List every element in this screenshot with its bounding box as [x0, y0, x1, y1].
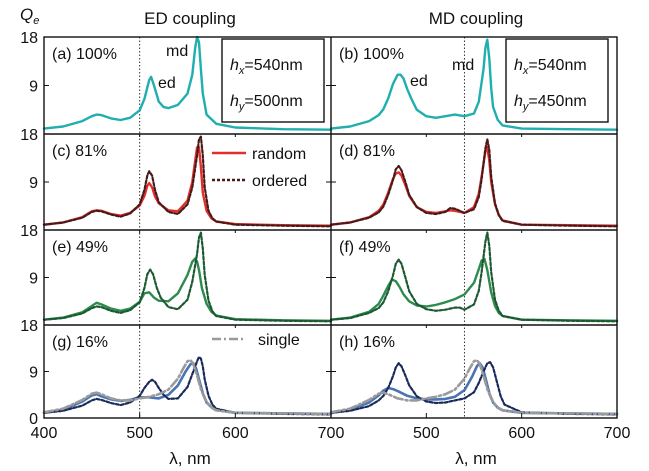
series-line-panel-7-2	[42, 355, 333, 416]
panel-label-6: (f) 49%	[339, 239, 391, 256]
series-line-panel-6-1	[329, 257, 619, 322]
y-tick-label-r2-3: 18	[20, 127, 38, 144]
x-tick-label-MD-3: 600	[508, 425, 535, 442]
series-line-panel-7-3	[42, 358, 333, 416]
panel-label-1: (a) 100%	[52, 46, 117, 63]
y-tick-label-r1-2: 9	[29, 79, 38, 96]
annotation-ed: ed	[158, 75, 176, 92]
annotation-md: md	[166, 43, 188, 60]
series-line-panel-4-2	[329, 138, 619, 228]
panel-label-4: (d) 81%	[339, 143, 395, 160]
panel-label-8: (h) 16%	[339, 334, 395, 351]
x-tick-label-ED-4: 700	[318, 425, 345, 442]
x-tick-label-ED-1: 400	[31, 425, 58, 442]
series-line-panel-2-1	[329, 38, 619, 131]
y-tick-label-r4-1: 0	[29, 411, 38, 428]
y-tick-label-r1-3: 18	[20, 30, 38, 47]
panel-label-2: (b) 100%	[339, 46, 404, 63]
y-tick-label-r4-3: 18	[20, 318, 38, 335]
series-line-panel-8-3	[329, 358, 619, 416]
y-tick-label-r3-3: 18	[20, 223, 38, 240]
y-tick-label-r3-2: 9	[29, 271, 38, 288]
annotation-ed-right: ed	[410, 73, 428, 90]
panel-label-7: (g) 16%	[52, 334, 108, 351]
legend-single-label: single	[258, 332, 300, 349]
series-line-panel-3-2	[42, 135, 333, 228]
series-line-panel-8-2	[329, 361, 619, 416]
hx-right: hx=540nm	[514, 57, 587, 77]
geometry-box-right	[505, 38, 609, 123]
x-axis-title-right: λ, nm	[455, 449, 497, 468]
x-axis-title-left: λ, nm	[169, 449, 211, 468]
plot-area: (a) 100% (b) 100% (c) 81% (d) 81% (e) 49% (f)…	[20, 30, 630, 442]
hx-left: hx=540nm	[230, 57, 303, 77]
x-tick-label-ED-2: 500	[126, 425, 153, 442]
series-line-panel-5-2	[42, 231, 333, 323]
x-tick-label-MD-2: 500	[413, 425, 440, 442]
series-line-panel-5-1	[42, 257, 333, 322]
geometry-box-left	[221, 38, 325, 123]
panel-label-3: (c) 81%	[52, 143, 107, 160]
x-tick-label-MD-4: 700	[604, 425, 631, 442]
hy-left: hy=500nm	[230, 93, 303, 113]
title-left: ED coupling	[144, 9, 236, 28]
series-line-panel-8-1	[329, 361, 619, 416]
legend-random-label: random	[252, 146, 306, 163]
hy-right: hy=450nm	[514, 93, 587, 113]
panel-label-5: (e) 49%	[52, 239, 108, 256]
x-tick-label-ED-3: 600	[222, 425, 249, 442]
y-axis-symbol-sub: e	[33, 15, 39, 27]
y-tick-label-r2-2: 9	[29, 175, 38, 192]
y-tick-label-r4-2: 9	[29, 365, 38, 382]
title-right: MD coupling	[429, 9, 524, 28]
series-line-panel-1-1	[42, 35, 333, 131]
legend-ordered-label: ordered	[252, 173, 307, 190]
series-line-panel-6-2	[329, 231, 619, 323]
annotation-md-right: md	[452, 57, 474, 74]
y-axis-symbol: Qe	[20, 5, 39, 27]
